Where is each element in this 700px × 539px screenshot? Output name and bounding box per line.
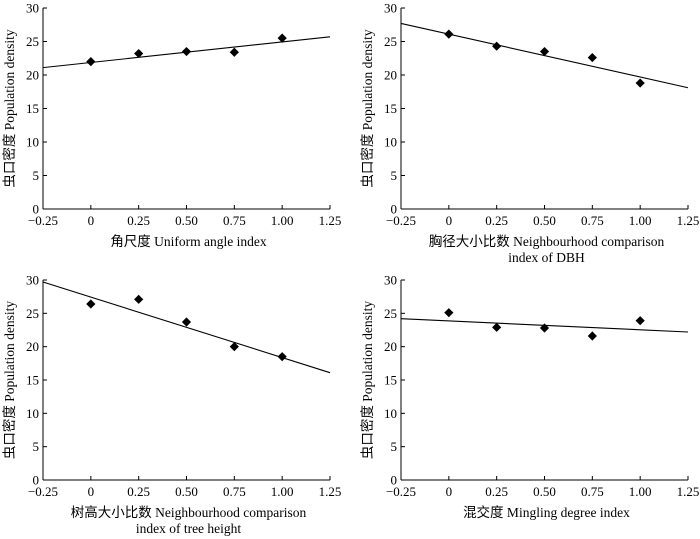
y-axis-title: 虫口密度 Population density — [1, 29, 17, 187]
x-tick-label: −0.25 — [386, 213, 416, 228]
y-tick-label: 0 — [33, 473, 40, 488]
y-tick-label: 10 — [26, 406, 39, 421]
x-tick-label: 1.25 — [677, 484, 700, 499]
y-tick-label: 20 — [384, 339, 397, 354]
x-tick-label: 0.25 — [485, 213, 508, 228]
data-point-diamond — [181, 46, 192, 57]
x-tick-label: 1.25 — [677, 213, 700, 228]
x-tick-label: 1.00 — [271, 484, 294, 499]
x-tick-label: −0.25 — [386, 484, 416, 499]
y-tick-label: 30 — [26, 1, 39, 16]
data-point-diamond — [539, 323, 550, 333]
y-tick-label: 5 — [391, 168, 398, 183]
data-point-diamond — [181, 317, 192, 327]
y-tick-label: 15 — [384, 101, 397, 116]
data-point-diamond — [86, 57, 96, 67]
data-point-diamond — [229, 47, 239, 57]
x-axis-title: 混交度 Mingling degree index — [463, 504, 630, 520]
y-tick-label: 10 — [26, 135, 39, 150]
x-tick-label: 0.25 — [127, 213, 150, 228]
data-point-diamond — [277, 352, 287, 362]
x-tick-label: 1.25 — [319, 213, 342, 228]
x-tick-label: 0.50 — [533, 484, 556, 499]
y-tick-label: 20 — [26, 339, 39, 354]
x-tick-label: 0.25 — [127, 484, 150, 499]
data-point-diamond — [229, 342, 239, 352]
y-tick-label: 0 — [391, 473, 398, 488]
x-tick-label: −0.25 — [28, 484, 58, 499]
y-tick-label: 30 — [384, 273, 397, 288]
data-point-diamond — [587, 52, 597, 63]
x-tick-label: 0 — [446, 484, 453, 499]
y-tick-label: 30 — [26, 273, 39, 288]
data-point-diamond — [277, 33, 287, 43]
y-tick-label: 10 — [384, 135, 397, 150]
data-point-diamond — [86, 299, 96, 309]
x-tick-label: 0 — [88, 484, 95, 499]
x-axis-title: 角尺度 Uniform angle index — [110, 234, 267, 249]
data-point-diamond — [492, 322, 502, 332]
y-tick-label: 25 — [26, 34, 39, 49]
y-tick-label: 10 — [384, 406, 397, 421]
x-tick-label: 0.75 — [223, 484, 246, 499]
y-tick-label: 15 — [384, 373, 397, 388]
y-tick-label: 20 — [26, 68, 39, 83]
x-tick-label: 0 — [88, 213, 95, 228]
y-tick-label: 25 — [384, 306, 397, 321]
y-axis-title: 虫口密度 Population density — [359, 29, 375, 187]
trend-line — [42, 281, 331, 374]
x-tick-label: 0.75 — [581, 213, 604, 228]
y-tick-label: 25 — [26, 306, 39, 321]
x-tick-label: 0.75 — [223, 213, 246, 228]
y-tick-label: 15 — [26, 101, 39, 116]
x-tick-label: 0.50 — [175, 484, 198, 499]
x-tick-label: 1.00 — [629, 484, 652, 499]
data-point-diamond — [492, 41, 502, 51]
y-tick-label: 5 — [33, 439, 40, 454]
y-tick-label: 5 — [33, 168, 40, 183]
y-tick-label: 20 — [384, 68, 397, 83]
x-tick-label: −0.25 — [28, 213, 58, 228]
x-tick-label: 0.50 — [175, 213, 198, 228]
x-axis-title: 胸径大小比数 Neighbourhood comparison — [429, 234, 665, 249]
y-tick-label: 0 — [391, 202, 398, 217]
data-point-diamond — [134, 48, 144, 59]
x-tick-label: 0.75 — [581, 484, 604, 499]
y-tick-label: 30 — [384, 1, 397, 16]
y-axis-title: 虫口密度 Population density — [359, 301, 375, 459]
data-point-diamond — [635, 78, 645, 88]
data-point-diamond — [444, 308, 454, 318]
data-point-diamond — [134, 294, 144, 304]
x-tick-label: 1.00 — [629, 213, 652, 228]
x-tick-label: 0.25 — [485, 484, 508, 499]
data-point-diamond — [539, 46, 550, 57]
y-axis-title: 虫口密度 Population density — [1, 301, 17, 459]
x-axis-title: index of tree height — [136, 521, 242, 536]
x-tick-label: 0 — [446, 213, 453, 228]
y-tick-label: 0 — [33, 202, 40, 217]
x-tick-label: 1.00 — [271, 213, 294, 228]
x-axis-title: 树高大小比数 Neighbourhood comparison — [71, 504, 307, 520]
y-tick-label: 15 — [26, 373, 39, 388]
data-point-diamond — [444, 29, 454, 39]
x-tick-label: 1.25 — [319, 484, 342, 499]
x-axis-title: index of DBH — [508, 250, 585, 265]
y-tick-label: 25 — [384, 34, 397, 49]
y-tick-label: 5 — [391, 439, 398, 454]
x-tick-label: 0.50 — [533, 213, 556, 228]
data-point-diamond — [587, 331, 597, 341]
data-point-diamond — [635, 316, 645, 326]
